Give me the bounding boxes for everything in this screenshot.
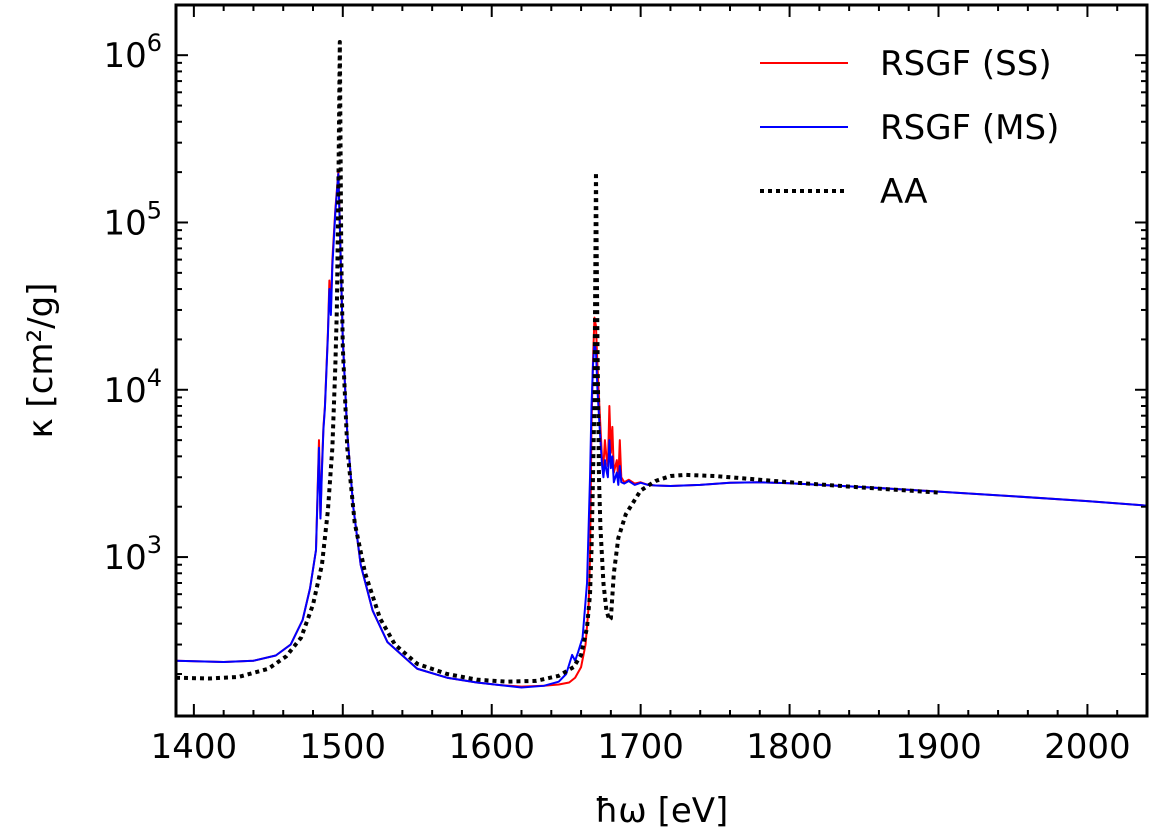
legend-label-3: AA bbox=[880, 172, 927, 212]
x-tick-label: 1400 bbox=[151, 727, 238, 767]
x-tick-label: 1600 bbox=[448, 727, 535, 767]
series-line-1 bbox=[176, 171, 1147, 688]
x-tick-labels: 1400 1500 1600 1700 1800 1900 2000 bbox=[151, 727, 1131, 767]
x-tick-label: 2000 bbox=[1044, 727, 1131, 767]
x-tick-label: 1500 bbox=[300, 727, 387, 767]
y-tick-label: 106 bbox=[103, 29, 162, 76]
x-tick-label: 1900 bbox=[895, 727, 982, 767]
y-axis-title: κ [cm²/g] bbox=[21, 283, 61, 439]
legend-label-2: RSGF (MS) bbox=[880, 108, 1059, 148]
y-tick-label: 105 bbox=[103, 196, 162, 243]
series-line-3 bbox=[176, 39, 939, 684]
x-tick-label: 1700 bbox=[597, 727, 684, 767]
legend-label-1: RSGF (SS) bbox=[880, 44, 1052, 84]
y-tick-label: 103 bbox=[103, 531, 162, 578]
x-axis-title: ħω [eV] bbox=[595, 791, 729, 831]
legend: RSGF (SS) RSGF (MS) AA bbox=[760, 44, 1059, 212]
plot-lines bbox=[176, 39, 1147, 689]
plot-frame bbox=[174, 3, 1149, 718]
y-tick-labels: 103 104 105 106 bbox=[103, 29, 162, 578]
y-tick-label: 104 bbox=[103, 364, 162, 411]
series-line-2 bbox=[176, 172, 1147, 689]
x-tick-label: 1800 bbox=[746, 727, 833, 767]
